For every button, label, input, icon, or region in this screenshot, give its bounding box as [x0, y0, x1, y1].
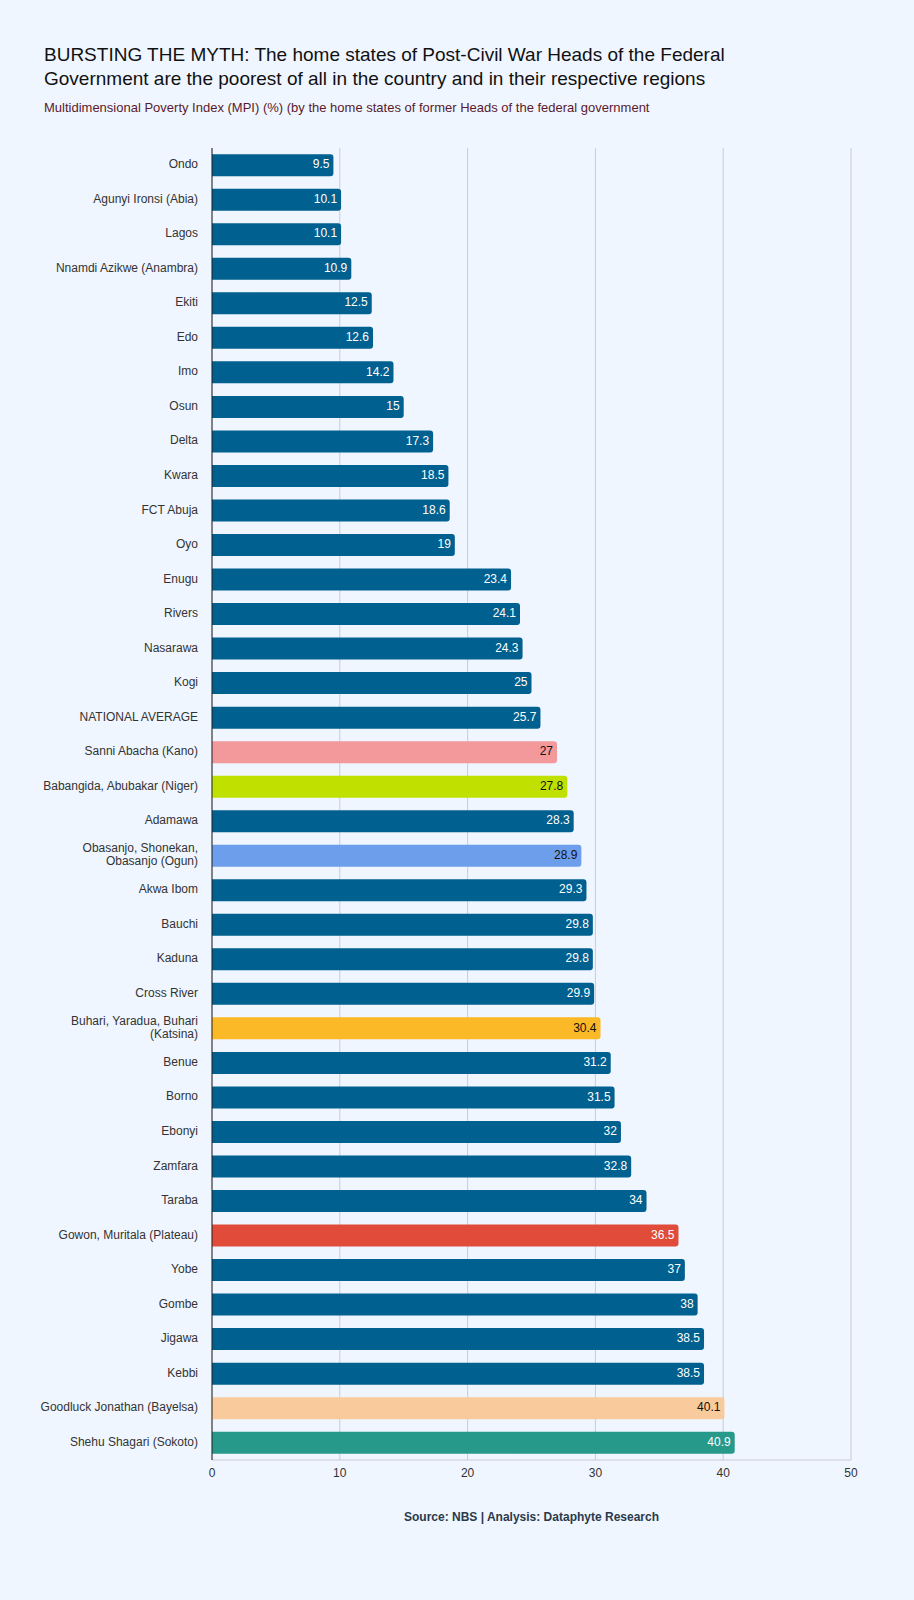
svg-text:17.3: 17.3 [406, 434, 430, 448]
svg-text:40: 40 [717, 1466, 731, 1480]
svg-text:Nnamdi Azikwe (Anambra): Nnamdi Azikwe (Anambra) [56, 261, 198, 275]
svg-text:Buhari, Yaradua, Buhari(Katsin: Buhari, Yaradua, Buhari(Katsina) [71, 1014, 198, 1041]
svg-text:Oyo: Oyo [176, 537, 198, 551]
svg-text:27: 27 [540, 744, 554, 758]
svg-text:Shehu Shagari (Sokoto): Shehu Shagari (Sokoto) [70, 1435, 198, 1449]
svg-text:NATIONAL AVERAGE: NATIONAL AVERAGE [80, 710, 198, 724]
svg-text:Osun: Osun [169, 399, 198, 413]
svg-text:28.3: 28.3 [546, 813, 570, 827]
svg-text:Taraba: Taraba [161, 1193, 198, 1207]
html-text:Multidimensional Poverty Index: Multidimensional Poverty Index (MPI) (%)… [44, 100, 650, 115]
svg-text:Ondo: Ondo [169, 157, 199, 171]
svg-text:40.1: 40.1 [697, 1400, 721, 1414]
svg-text:Kaduna: Kaduna [157, 952, 199, 966]
svg-text:Delta: Delta [170, 434, 198, 448]
svg-text:31.5: 31.5 [587, 1090, 611, 1104]
svg-text:38.5: 38.5 [677, 1331, 701, 1345]
svg-text:Kebbi: Kebbi [167, 1366, 198, 1380]
svg-text:32.8: 32.8 [604, 1159, 628, 1173]
svg-text:12.6: 12.6 [346, 330, 370, 344]
svg-text:Kogi: Kogi [174, 675, 198, 689]
svg-text:9.5: 9.5 [313, 157, 330, 171]
svg-text:Adamawa: Adamawa [145, 813, 199, 827]
svg-text:10: 10 [333, 1466, 347, 1480]
svg-text:10.1: 10.1 [314, 226, 338, 240]
svg-text:Yobe: Yobe [171, 1262, 198, 1276]
svg-text:27.8: 27.8 [540, 779, 564, 793]
svg-text:32: 32 [604, 1124, 618, 1138]
svg-text:Kwara: Kwara [164, 468, 198, 482]
svg-text:Zamfara: Zamfara [153, 1159, 198, 1173]
svg-text:40.9: 40.9 [707, 1435, 731, 1449]
svg-text:50: 50 [844, 1466, 858, 1480]
svg-text:Babangida, Abubakar (Niger): Babangida, Abubakar (Niger) [43, 779, 198, 793]
svg-text:28.9: 28.9 [554, 848, 578, 862]
svg-text:10.1: 10.1 [314, 192, 338, 206]
svg-text:37: 37 [668, 1262, 682, 1276]
svg-text:12.5: 12.5 [344, 295, 368, 309]
svg-text:14.2: 14.2 [366, 365, 390, 379]
svg-text:Goodluck Jonathan (Bayelsa): Goodluck Jonathan (Bayelsa) [41, 1400, 198, 1414]
svg-text:15: 15 [386, 399, 400, 413]
svg-text:Sanni Abacha (Kano): Sanni Abacha (Kano) [85, 744, 198, 758]
svg-text:0: 0 [209, 1466, 216, 1480]
svg-text:24.3: 24.3 [495, 641, 519, 655]
svg-text:Gombe: Gombe [159, 1297, 199, 1311]
svg-text:30: 30 [589, 1466, 603, 1480]
svg-text:Rivers: Rivers [164, 606, 198, 620]
svg-text:24.1: 24.1 [493, 606, 517, 620]
svg-text:30.4: 30.4 [573, 1021, 597, 1035]
svg-text:38.5: 38.5 [677, 1366, 701, 1380]
svg-text:Borno: Borno [166, 1090, 198, 1104]
html-text:Source: NBS | Analysis: Dataph: Source: NBS | Analysis: Dataphyte Resear… [404, 1510, 659, 1524]
svg-text:Bauchi: Bauchi [161, 917, 198, 931]
svg-text:FCT Abuja: FCT Abuja [142, 503, 199, 517]
svg-text:Ekiti: Ekiti [175, 296, 198, 310]
svg-text:25.7: 25.7 [513, 710, 537, 724]
svg-text:Akwa Ibom: Akwa Ibom [139, 882, 198, 896]
svg-text:31.2: 31.2 [583, 1055, 607, 1069]
svg-text:Gowon, Muritala (Plateau): Gowon, Muritala (Plateau) [59, 1228, 198, 1242]
svg-text:Agunyi Ironsi (Abia): Agunyi Ironsi (Abia) [93, 192, 198, 206]
svg-text:29.3: 29.3 [559, 882, 583, 896]
svg-text:Ebonyi: Ebonyi [161, 1124, 198, 1138]
svg-text:23.4: 23.4 [484, 572, 508, 586]
svg-text:Enugu: Enugu [163, 572, 198, 586]
svg-text:34: 34 [629, 1193, 643, 1207]
svg-text:Nasarawa: Nasarawa [144, 641, 198, 655]
svg-text:19: 19 [437, 537, 451, 551]
svg-text:Imo: Imo [178, 365, 198, 379]
svg-text:29.9: 29.9 [567, 986, 591, 1000]
svg-text:Jigawa: Jigawa [161, 1331, 199, 1345]
svg-text:Cross River: Cross River [135, 986, 198, 1000]
svg-text:Edo: Edo [177, 330, 199, 344]
svg-text:18.6: 18.6 [422, 503, 446, 517]
svg-text:Obasanjo, Shonekan,Obasanjo (O: Obasanjo, Shonekan,Obasanjo (Ogun) [83, 841, 198, 868]
svg-text:20: 20 [461, 1466, 475, 1480]
svg-text:Lagos: Lagos [165, 226, 198, 240]
svg-text:Benue: Benue [163, 1055, 198, 1069]
svg-text:29.8: 29.8 [565, 917, 589, 931]
svg-text:25: 25 [514, 675, 528, 689]
svg-text:18.5: 18.5 [421, 468, 445, 482]
svg-text:29.8: 29.8 [565, 951, 589, 965]
svg-text:38: 38 [680, 1297, 694, 1311]
html-text:BURSTING THE MYTH: The home st: BURSTING THE MYTH: The home states of Po… [44, 44, 725, 89]
svg-text:36.5: 36.5 [651, 1228, 675, 1242]
svg-text:10.9: 10.9 [324, 261, 348, 275]
